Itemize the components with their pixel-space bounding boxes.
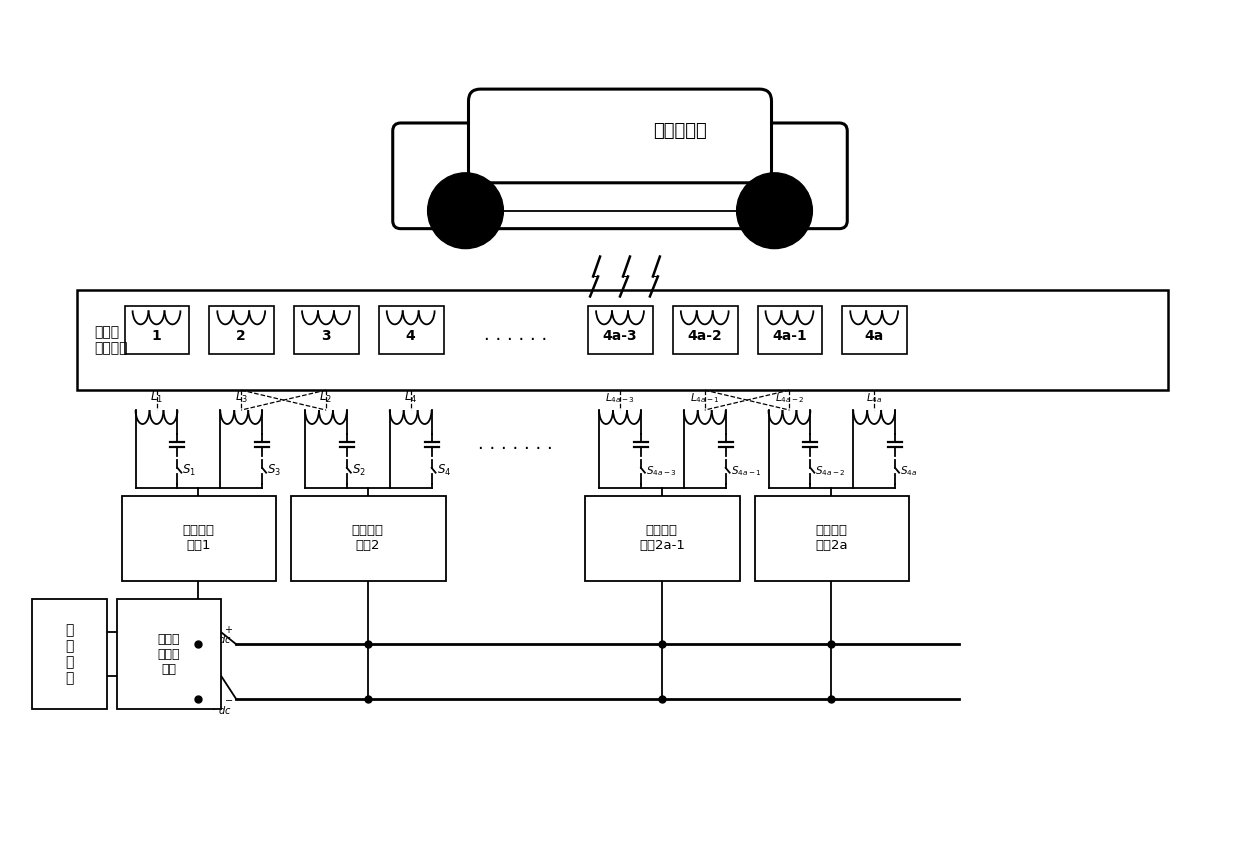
Bar: [294, 307, 358, 354]
Text: 发射端
阵列线圈: 发射端 阵列线圈: [94, 325, 128, 356]
Bar: [32, 599, 107, 709]
FancyBboxPatch shape: [469, 89, 771, 183]
Text: $S_{1}$: $S_{1}$: [182, 463, 196, 478]
Text: 原级电
能变换
装置: 原级电 能变换 装置: [157, 632, 180, 676]
Text: $L_{{4a-3}}$: $L_{{4a-3}}$: [605, 392, 635, 405]
Bar: [758, 307, 822, 354]
Text: 3: 3: [321, 329, 331, 344]
Text: 高频激励
单兴1: 高频激励 单兴1: [182, 524, 215, 552]
Text: 4a-3: 4a-3: [603, 329, 637, 344]
Text: $L_{{4a}}$: $L_{{4a}}$: [866, 392, 883, 405]
Text: $L_{{4a-1}}$: $L_{{4a-1}}$: [689, 392, 719, 405]
Bar: [122, 496, 277, 580]
Text: 1: 1: [151, 329, 161, 344]
Text: · · · · · ·: · · · · · ·: [484, 332, 547, 350]
Text: $L_{2}$: $L_{2}$: [320, 390, 332, 405]
Bar: [585, 496, 739, 580]
Text: $L_{3}$: $L_{3}$: [234, 390, 248, 405]
Text: 高频激励
单兏2a: 高频激励 单兏2a: [815, 524, 848, 552]
Text: · · · · · · ·: · · · · · · ·: [477, 440, 553, 458]
Bar: [673, 307, 738, 354]
Bar: [291, 496, 445, 580]
Text: $S_{3}$: $S_{3}$: [267, 463, 281, 478]
Bar: [378, 307, 444, 354]
Bar: [842, 307, 908, 354]
FancyBboxPatch shape: [393, 123, 847, 229]
Text: 4a-2: 4a-2: [687, 329, 722, 344]
Text: $V_{dc}^{\ +}$: $V_{dc}^{\ +}$: [208, 626, 233, 647]
Circle shape: [737, 173, 812, 249]
Bar: [210, 307, 274, 354]
Bar: [117, 599, 221, 709]
Text: 高频激励
单兴2: 高频激励 单兴2: [352, 524, 384, 552]
Text: 2: 2: [237, 329, 246, 344]
Text: $S_{{4a-3}}$: $S_{{4a-3}}$: [646, 464, 677, 477]
Text: $S_{{4a-2}}$: $S_{{4a-2}}$: [816, 464, 846, 477]
Bar: [124, 307, 190, 354]
Text: $S_{4}$: $S_{4}$: [436, 463, 451, 478]
Text: $S_{{4a}}$: $S_{{4a}}$: [900, 464, 918, 477]
Text: 4a: 4a: [864, 329, 884, 344]
Bar: [77, 291, 1168, 390]
Text: $V_{dc}^{\ -}$: $V_{dc}^{\ -}$: [208, 698, 233, 716]
Bar: [588, 307, 653, 354]
Text: 4a-1: 4a-1: [773, 329, 807, 344]
Text: $L_{{4a-2}}$: $L_{{4a-2}}$: [775, 392, 805, 405]
Text: $S_{2}$: $S_{2}$: [352, 463, 366, 478]
Text: 4: 4: [405, 329, 415, 344]
Text: $L_{4}$: $L_{4}$: [404, 390, 418, 405]
Text: 工
频
电
网: 工 频 电 网: [66, 623, 73, 686]
Bar: [755, 496, 909, 580]
Text: 高频激励
单兏2a-1: 高频激励 单兏2a-1: [639, 524, 684, 552]
Text: 车载接收端: 车载接收端: [653, 122, 707, 140]
Circle shape: [428, 173, 503, 249]
Text: $S_{{4a-1}}$: $S_{{4a-1}}$: [730, 464, 761, 477]
Bar: [585, 176, 655, 204]
Text: $L_{1}$: $L_{1}$: [150, 390, 162, 405]
